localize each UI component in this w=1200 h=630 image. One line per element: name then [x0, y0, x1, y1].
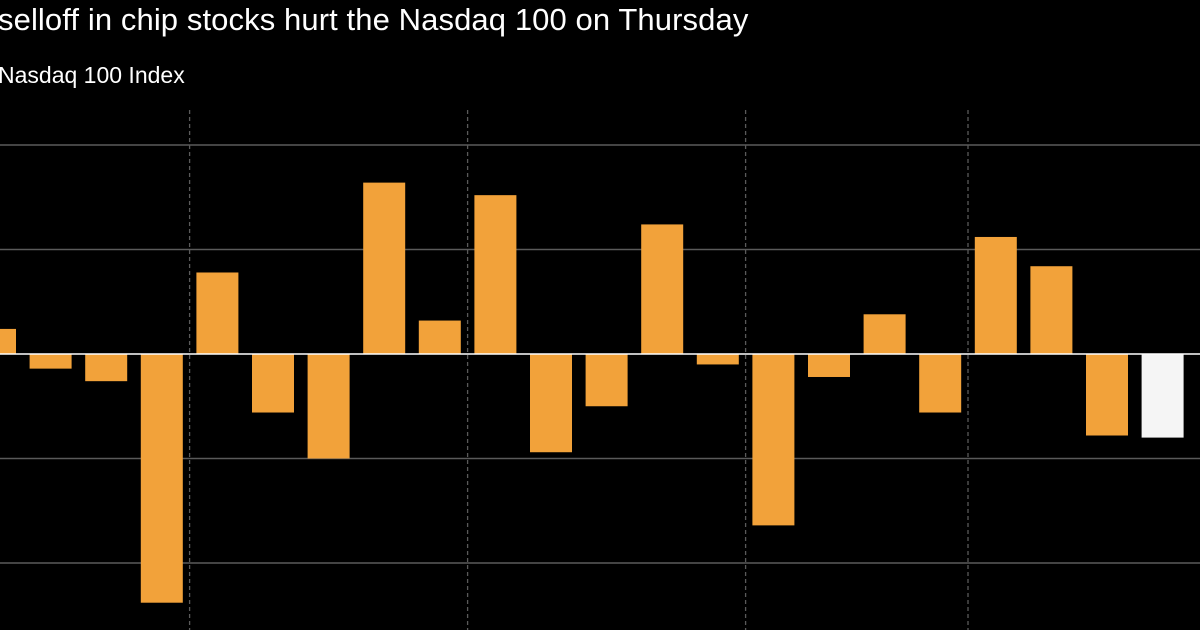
bar-13 [696, 354, 739, 365]
chart-subtitle: Nasdaq 100 Index [0, 62, 185, 88]
bar-5 [252, 354, 294, 413]
bar-6 [307, 354, 350, 459]
bar-1 [29, 354, 72, 369]
bar-4 [196, 272, 239, 354]
bar-21 [1141, 354, 1184, 438]
bar-8 [418, 320, 461, 354]
chart-title: selloff in chip stocks hurt the Nasdaq 1… [0, 2, 749, 37]
bar-20 [1086, 354, 1128, 436]
bar-0 [0, 328, 16, 354]
bar-17 [919, 354, 962, 413]
bar-19 [1030, 266, 1073, 354]
bar-12 [641, 224, 684, 354]
bar-3 [140, 354, 183, 603]
bar-7 [363, 182, 406, 354]
bar-18 [974, 236, 1017, 354]
bar-10 [530, 354, 572, 453]
bar-15 [808, 354, 850, 377]
bar-9 [474, 195, 517, 354]
bar-14 [752, 354, 795, 526]
bar-11 [585, 354, 628, 407]
bar-16 [863, 314, 906, 354]
bar-2 [85, 354, 128, 382]
